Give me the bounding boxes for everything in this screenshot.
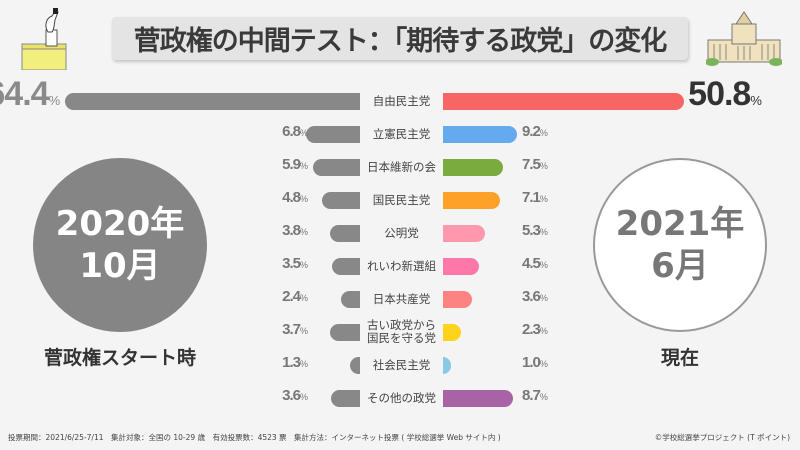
value-label-2021: 4.5% <box>522 255 548 272</box>
chart-row: 自由民主党 64.4% 50.8% <box>0 75 800 116</box>
ballot-box-icon <box>21 8 67 70</box>
party-label: 国民民主党 <box>372 192 431 207</box>
right-caption: 現在 <box>660 347 699 369</box>
period-year: 2020年 <box>55 204 185 244</box>
value-label-2021: 9.2% <box>522 123 548 140</box>
period-month: 10月 <box>79 246 161 286</box>
bar-2021 <box>443 357 451 374</box>
chart-row: 国民民主党 4.8% 7.1% <box>0 185 800 215</box>
bar-2021 <box>443 225 486 242</box>
bar-2020 <box>321 192 360 209</box>
bar-2020 <box>329 225 360 242</box>
party-label: 立憲民主党 <box>372 126 431 141</box>
value-label-2021: 8.7% <box>522 387 548 404</box>
bar-2021 <box>443 258 479 275</box>
bar-2021 <box>443 159 503 176</box>
value-label-2021: 7.5% <box>522 156 548 173</box>
party-label: その他の政党 <box>367 390 436 405</box>
footer-copyright: ©学校総選挙プロジェクト (T ポイント) <box>654 433 790 442</box>
footer-note: 投票期間：2021/6/25-7/11 集計対象：全国の 10-29 歳 有効投… <box>8 433 501 442</box>
bar-2021 <box>443 126 517 143</box>
value-label-2021: 5.3% <box>522 222 548 239</box>
bar-2021 <box>443 93 685 110</box>
period-badge-2021: 2021年 6月 <box>593 158 767 332</box>
chart-row: その他の政党 3.6% 8.7% <box>0 383 800 413</box>
value-label-2020: 3.6% <box>282 387 308 404</box>
bar-2021 <box>443 390 513 407</box>
bar-2021 <box>443 291 472 308</box>
chart-row: 古い政党から 国民を守る党 3.7% 2.3% <box>0 317 800 347</box>
value-label-2021: 7.1% <box>522 189 548 206</box>
party-label: 日本維新の会 <box>367 159 436 174</box>
value-label-2020: 5.9% <box>282 156 308 173</box>
bar-2021 <box>443 192 500 209</box>
value-label-2020: 4.8% <box>282 189 308 206</box>
bar-2020 <box>332 258 360 275</box>
chart-row: 日本維新の会 5.9% 7.5% <box>0 152 800 182</box>
chart-row: 立憲民主党 6.8% 9.2% <box>0 119 800 149</box>
value-label-2021: 50.8% <box>688 75 762 113</box>
period-badge-2020: 2020年 10月 <box>33 158 207 332</box>
bar-2020 <box>305 126 360 143</box>
value-label-2020: 2.4% <box>282 288 308 305</box>
period-year: 2021年 <box>615 204 745 244</box>
value-label-2021: 1.0% <box>522 354 548 371</box>
value-label-2020: 1.3% <box>282 354 308 371</box>
party-label: 古い政党から 国民を守る党 <box>367 318 436 345</box>
party-label: 自由民主党 <box>372 93 431 108</box>
left-caption: 菅政権スタート時 <box>43 347 196 369</box>
bar-2020 <box>340 291 360 308</box>
value-label-2020: 3.8% <box>282 222 308 239</box>
bar-2020 <box>330 324 360 341</box>
party-label: 日本共産党 <box>372 291 431 306</box>
party-label: 公明党 <box>384 225 419 240</box>
bar-2021 <box>443 324 462 341</box>
diet-building-icon <box>706 11 782 66</box>
chart-row: れいわ新選組 3.5% 4.5% <box>0 251 800 281</box>
party-label: れいわ新選組 <box>367 258 436 273</box>
value-label-2021: 2.3% <box>522 321 548 338</box>
chart-row: 社会民主党 1.3% 1.0% <box>0 350 800 380</box>
value-label-2020: 3.7% <box>282 321 308 338</box>
value-label-2020: 3.5% <box>282 255 308 272</box>
chart-row: 日本共産党 2.4% 3.6% <box>0 284 800 314</box>
party-label: 社会民主党 <box>372 357 431 372</box>
bar-2020 <box>65 93 360 110</box>
chart-row: 公明党 3.8% 5.3% <box>0 218 800 248</box>
value-label-2021: 3.6% <box>522 288 548 305</box>
bar-2020 <box>312 159 360 176</box>
value-label-2020: 64.4% <box>0 75 60 113</box>
bar-2020 <box>349 357 360 374</box>
value-label-2020: 6.8% <box>282 123 308 140</box>
period-month: 6月 <box>651 246 709 286</box>
page-title: 菅政権の中間テスト：「期待する政党」の変化 <box>112 17 688 60</box>
bar-2020 <box>331 390 360 407</box>
